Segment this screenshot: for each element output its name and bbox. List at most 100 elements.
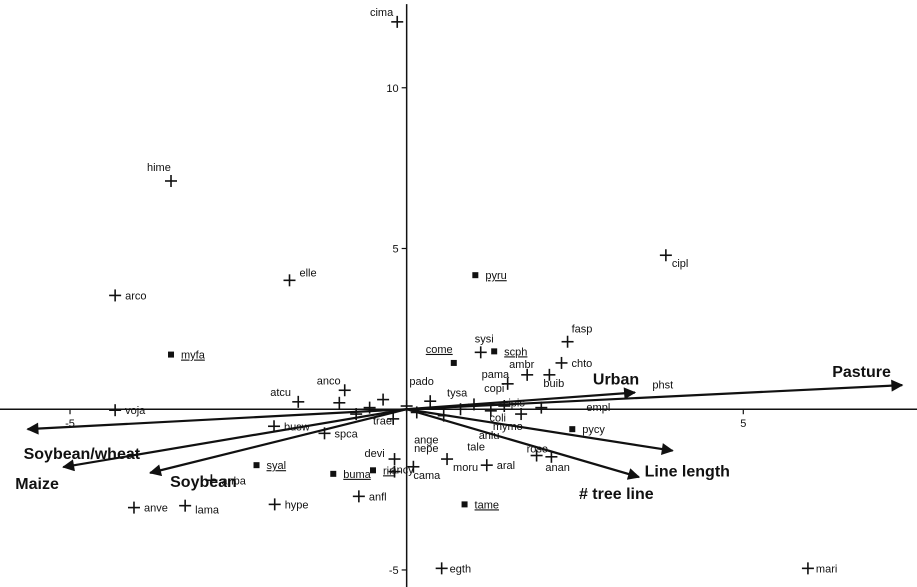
point-cross xyxy=(410,406,423,419)
point-square xyxy=(450,359,457,366)
point-square xyxy=(472,272,479,279)
point-cross xyxy=(268,498,281,511)
point-cross xyxy=(480,459,493,472)
vector-arrow xyxy=(62,408,407,472)
point-cross xyxy=(109,404,122,417)
point-cross xyxy=(377,393,390,406)
point-cross xyxy=(561,335,574,348)
point-label: cama xyxy=(413,470,441,482)
point-label: copi xyxy=(484,383,504,395)
point-label: ipis xyxy=(508,398,525,410)
point-label: spca xyxy=(335,428,359,440)
point-label: elle xyxy=(300,267,317,279)
point-label: voja xyxy=(125,405,146,417)
point-cross xyxy=(535,401,548,414)
point-label: sysi xyxy=(475,333,494,345)
point-cross xyxy=(350,408,363,421)
point-cross xyxy=(400,400,413,413)
vector-label: Urban xyxy=(593,372,639,389)
point-cross xyxy=(205,474,218,487)
point-cross xyxy=(387,412,400,425)
point-cross xyxy=(179,499,192,512)
point-cross xyxy=(545,450,558,463)
point-cross xyxy=(484,404,497,417)
point-cross xyxy=(388,453,401,466)
point-label: ambr xyxy=(509,359,534,371)
point-cross xyxy=(454,403,467,416)
point-square xyxy=(330,470,337,477)
point-label: come xyxy=(426,344,453,356)
point-label: egth xyxy=(450,563,471,575)
point-label: anan xyxy=(545,462,569,474)
point-label: myfa xyxy=(181,350,206,362)
point-label: ange xyxy=(414,435,438,447)
point-label: cima xyxy=(370,7,394,19)
point-cross xyxy=(407,460,420,473)
point-square xyxy=(569,426,576,433)
point-cross xyxy=(292,395,305,408)
point-cross xyxy=(109,289,122,302)
point-cross xyxy=(127,501,140,514)
vector-label: Maize xyxy=(15,476,59,493)
point-label: moru xyxy=(453,462,478,474)
point-label: trae xyxy=(373,415,392,427)
point-label: nepe xyxy=(414,443,438,455)
point-cross xyxy=(467,398,480,411)
vector-arrow xyxy=(406,408,674,455)
vector-label: Pasture xyxy=(832,364,891,381)
point-label: tale xyxy=(467,441,485,453)
vector-label: Line length xyxy=(645,464,730,481)
point-cross xyxy=(424,395,437,408)
point-label: fasp xyxy=(572,324,593,336)
point-label: chto xyxy=(572,358,593,370)
point-cross xyxy=(333,396,346,409)
point-label: atcu xyxy=(270,387,291,399)
point-label: cipl xyxy=(672,258,689,270)
point-cross xyxy=(474,346,487,359)
vector-arrow xyxy=(26,408,407,435)
vector-arrow xyxy=(406,379,904,411)
point-cross xyxy=(165,174,178,187)
point-label: scph xyxy=(504,346,527,358)
point-label: coli xyxy=(489,412,506,424)
point-cross xyxy=(521,368,534,381)
point-label: lama xyxy=(195,505,220,517)
point-square xyxy=(369,467,376,474)
point-label: anve xyxy=(144,503,168,515)
point-cross xyxy=(515,408,528,421)
point-cross xyxy=(498,400,511,413)
vector-label: Soybean/wheat xyxy=(24,446,141,463)
point-label: pyru xyxy=(485,270,506,282)
point-cross xyxy=(659,249,672,262)
point-cross xyxy=(352,490,365,503)
point-label: phst xyxy=(652,379,673,391)
x-tick-label: -5 xyxy=(65,418,75,430)
point-label: syal xyxy=(267,460,287,472)
point-label: hype xyxy=(285,499,309,511)
vector-label: # tree line xyxy=(579,486,654,503)
point-cross xyxy=(435,562,448,575)
point-label: ancy xyxy=(391,465,415,477)
point-cross xyxy=(530,449,543,462)
x-tick-label: 5 xyxy=(740,418,746,430)
point-label: mari xyxy=(816,563,837,575)
point-square xyxy=(253,462,260,469)
point-label: riri xyxy=(383,465,395,477)
point-cross xyxy=(318,427,331,440)
point-cross xyxy=(391,15,404,28)
vector-arrow xyxy=(406,387,637,411)
point-label: empl xyxy=(586,402,610,414)
point-cross xyxy=(363,401,376,414)
point-cross xyxy=(501,377,514,390)
point-cross xyxy=(801,562,814,575)
point-label: buib xyxy=(543,378,564,390)
point-label: tysa xyxy=(447,387,468,399)
point-label: hime xyxy=(147,162,171,174)
point-label: anlu xyxy=(479,430,500,442)
y-tick-label: 10 xyxy=(386,83,398,95)
point-cross xyxy=(437,409,450,422)
point-label: aral xyxy=(497,460,515,472)
point-cross xyxy=(441,453,454,466)
point-cross xyxy=(338,384,351,397)
